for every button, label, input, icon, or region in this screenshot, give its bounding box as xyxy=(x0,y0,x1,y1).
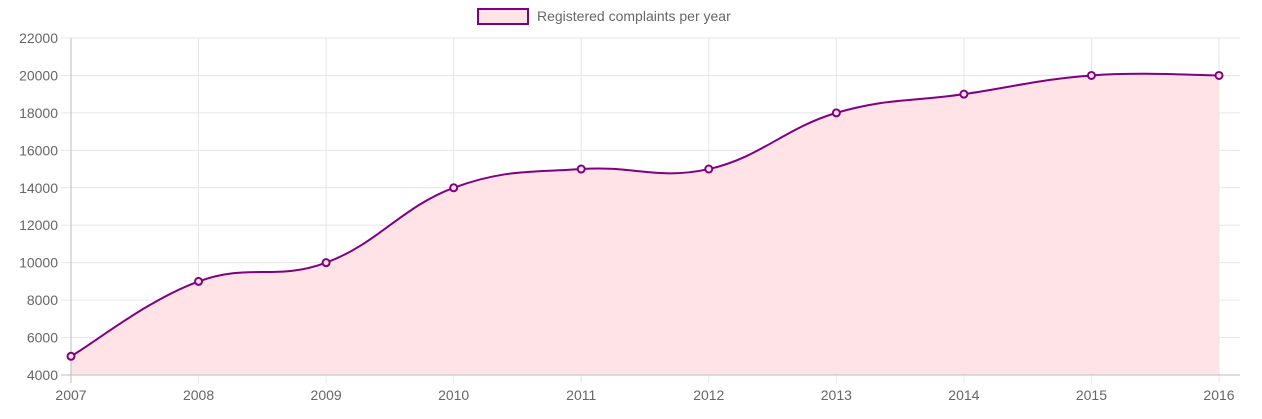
x-tick-label: 2016 xyxy=(1203,387,1234,403)
legend-swatch[interactable] xyxy=(477,8,529,25)
y-tick-label: 16000 xyxy=(19,142,58,158)
x-tick-label: 2009 xyxy=(311,387,342,403)
y-tick-label: 18000 xyxy=(19,105,58,121)
y-tick-label: 8000 xyxy=(27,292,58,308)
data-point[interactable] xyxy=(1214,70,1224,80)
data-points-layer xyxy=(66,70,1224,361)
x-tick-label: 2011 xyxy=(566,387,596,403)
area-fill-layer xyxy=(71,73,1219,375)
legend-label[interactable]: Registered complaints per year xyxy=(537,8,731,24)
data-point[interactable] xyxy=(576,164,586,174)
series-line-layer xyxy=(70,72,1220,358)
y-tick-label: 6000 xyxy=(27,330,58,346)
x-tick-label: 2013 xyxy=(821,387,852,403)
data-point[interactable] xyxy=(321,258,331,268)
data-point[interactable] xyxy=(704,164,714,174)
x-tick-label: 2007 xyxy=(55,387,86,403)
x-tick-label: 2008 xyxy=(183,387,214,403)
data-point[interactable] xyxy=(831,108,841,118)
data-point[interactable] xyxy=(449,183,459,193)
data-point[interactable] xyxy=(194,276,204,286)
data-point[interactable] xyxy=(959,89,969,99)
y-tick-label: 4000 xyxy=(27,367,58,383)
y-tick-label: 12000 xyxy=(19,217,58,233)
y-tick-label: 14000 xyxy=(19,180,58,196)
x-tick-label: 2012 xyxy=(693,387,724,403)
y-tick-label: 10000 xyxy=(19,255,58,271)
series-line xyxy=(70,72,1220,358)
legend[interactable]: Registered complaints per year xyxy=(477,8,731,25)
data-point[interactable] xyxy=(1086,70,1096,80)
x-tick-label: 2014 xyxy=(948,387,979,403)
data-point[interactable] xyxy=(66,351,76,361)
y-tick-label: 22000 xyxy=(19,30,58,46)
series-area-fill xyxy=(71,73,1219,375)
y-tick-label: 20000 xyxy=(19,67,58,83)
axes: 4000 6000 8000 10000 12000 14000 16000 18000 200… xyxy=(19,30,1240,403)
x-tick-label: 2015 xyxy=(1076,387,1107,403)
x-tick-label: 2010 xyxy=(438,387,469,403)
